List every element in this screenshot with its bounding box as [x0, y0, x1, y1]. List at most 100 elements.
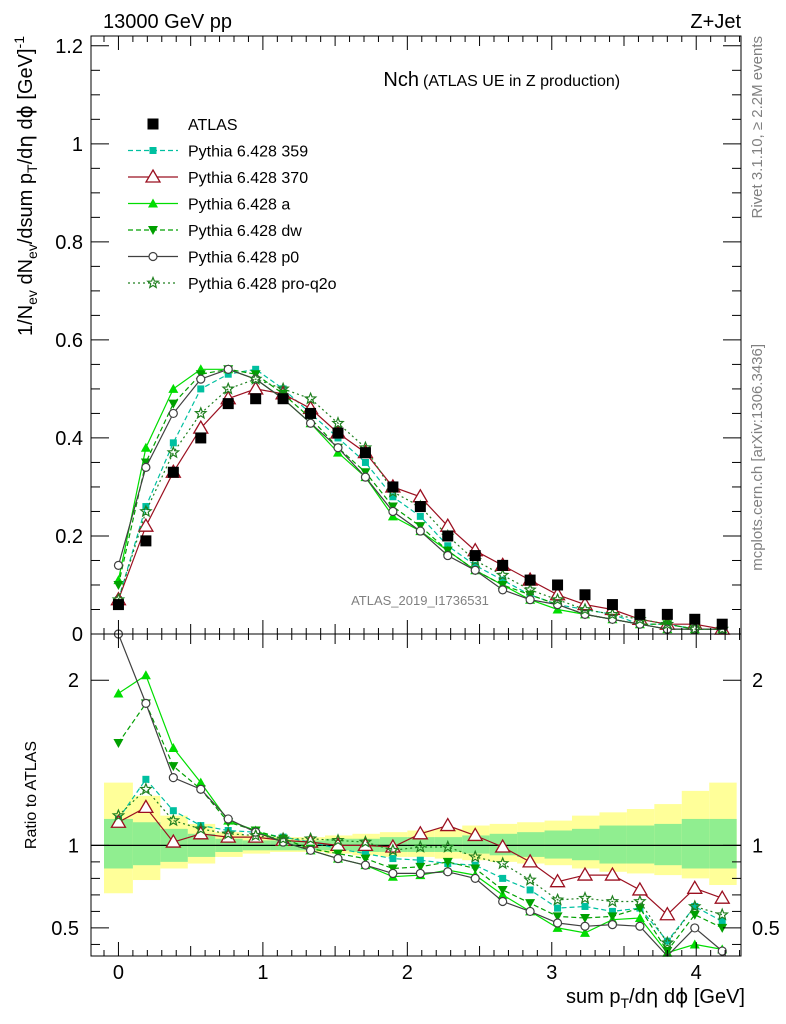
- data-point: [112, 599, 124, 611]
- data-point: [305, 407, 317, 419]
- ratio-point: [717, 946, 727, 956]
- ratio-point: [525, 906, 535, 917]
- legend-item: Pythia 6.428 dw: [128, 223, 302, 240]
- side-label-rivet: Rivet 3.1.10, ≥ 2.2M events: [749, 36, 766, 219]
- series-layer: [110, 364, 731, 635]
- band-inner-bin: [654, 823, 682, 866]
- ratio-point: [361, 850, 369, 858]
- data-point: [137, 517, 155, 532]
- data-point: [305, 418, 316, 428]
- ratio-point: [223, 814, 233, 824]
- band-inner-bin: [544, 830, 572, 859]
- ratio-point: [576, 866, 594, 881]
- y-tick-label: 0: [72, 624, 83, 646]
- ratio-plot-frame: [90, 633, 742, 957]
- ratio-point: [443, 867, 453, 877]
- ratio-point: [468, 849, 483, 863]
- data-point: [277, 393, 289, 405]
- chart-title: Nch: [383, 69, 419, 91]
- watermark: ATLAS_2019_I1736531: [351, 593, 489, 608]
- ratio-point: [552, 912, 563, 922]
- legend-label: Pythia 6.428 p0: [188, 250, 299, 267]
- ratio-point: [581, 902, 589, 910]
- ratio-point: [360, 854, 371, 864]
- data-point: [524, 574, 536, 586]
- ratio-point: [605, 894, 620, 908]
- data-point: [661, 608, 673, 620]
- band-inner-bin: [572, 828, 600, 861]
- legend-item: Pythia 6.428 359: [128, 144, 308, 161]
- ratio-y-tick-label-right: 1: [752, 835, 763, 857]
- ratio-point: [193, 821, 208, 835]
- legend-label: Pythia 6.428 370: [188, 170, 308, 187]
- legend-label: Pythia 6.428 dw: [188, 223, 302, 240]
- ratio-point: [498, 896, 508, 907]
- ratio-line: [117, 778, 723, 943]
- ratio-point: [142, 775, 150, 783]
- ratio-point: [580, 914, 590, 924]
- band-inner-bin: [132, 822, 161, 866]
- ratio-point: [549, 873, 566, 888]
- legend: ATLAS Pythia 6.428 359 Pythia 6.428 370 Pyt…: [128, 117, 337, 293]
- band-inner-bin: [599, 825, 627, 864]
- data-point: [635, 619, 645, 629]
- x-tick-label: 3: [546, 962, 557, 984]
- ratio-point: [221, 826, 236, 840]
- x-tick-label: 0: [113, 962, 124, 984]
- ratio-point: [169, 807, 177, 815]
- band-inner-bin: [517, 832, 545, 857]
- ratio-y-tick-label: 1: [68, 835, 79, 857]
- legend-marker: [149, 147, 157, 154]
- y-tick-label: 0.6: [55, 330, 83, 352]
- ratio-point: [415, 862, 426, 872]
- ratio-point: [141, 698, 151, 708]
- data-point: [197, 385, 205, 393]
- band-inner-bin: [681, 818, 710, 869]
- data-point: [687, 621, 702, 635]
- data-point: [578, 602, 592, 616]
- data-point: [276, 381, 290, 395]
- ratio-point: [604, 866, 621, 881]
- ratio-point: [686, 880, 703, 894]
- data-point: [470, 565, 480, 575]
- ratio-point: [196, 784, 206, 794]
- data-point: [250, 393, 262, 405]
- ratio-point: [248, 828, 263, 842]
- ratio-point: [689, 910, 700, 920]
- x-axis-label: sum pT/dη dϕ [GeV]: [566, 984, 745, 1011]
- data-point: [388, 506, 398, 517]
- ratio-point: [525, 899, 536, 909]
- data-point: [389, 493, 397, 501]
- ratio-point: [717, 923, 728, 933]
- ratio-point: [550, 892, 565, 906]
- ratio-point: [416, 856, 424, 864]
- ratio-point: [497, 885, 508, 895]
- legend-item: Pythia 6.428 a: [128, 197, 290, 214]
- ratio-point: [388, 868, 398, 879]
- ratio-y-tick-label-right: 2: [752, 670, 763, 692]
- x-tick-label: 1: [257, 962, 268, 984]
- data-point: [113, 560, 124, 570]
- data-point: [333, 443, 343, 453]
- ratio-point: [607, 912, 618, 922]
- legend-label: Pythia 6.428 a: [188, 197, 290, 214]
- ratio-point: [415, 868, 425, 879]
- data-point: [361, 458, 369, 466]
- ratio-point: [523, 872, 537, 886]
- ratio-point: [168, 773, 178, 783]
- data-point: [168, 383, 179, 393]
- header-right: Z+Jet: [690, 11, 741, 33]
- data-point: [140, 535, 152, 547]
- ratio-point: [689, 939, 700, 949]
- ratio-point: [635, 921, 645, 931]
- ratio-point: [442, 857, 453, 867]
- data-point: [168, 399, 179, 409]
- ratio-point: [578, 891, 592, 905]
- data-point: [169, 439, 177, 447]
- data-point: [497, 559, 509, 571]
- ratio-point: [521, 853, 539, 868]
- ratio-point: [165, 833, 182, 848]
- legend-marker: [148, 226, 158, 235]
- ratio-point: [659, 906, 676, 921]
- ratio-point: [113, 738, 124, 748]
